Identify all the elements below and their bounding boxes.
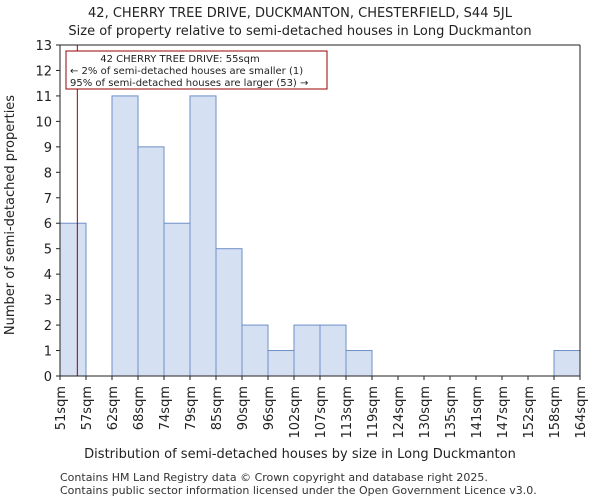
x-axis-ticks: 51sqm 57sqm 62sqm 68sqm 74sqm 79sqm 85sqm 90sqm… [54,376,589,439]
x-tick-label: 119sqm [366,386,381,439]
x-tick-label: 68sqm [132,386,147,430]
x-tick-label: 124sqm [392,386,407,439]
y-tick-label: 13 [35,39,52,54]
histogram-bar [59,222,87,377]
histogram-bar [215,248,243,377]
y-tick-label: 9 [44,141,52,156]
x-axis-label: Distribution of semi-detached houses by … [84,447,516,462]
y-tick-label: 11 [35,90,52,105]
y-tick-label: 3 [44,294,52,309]
y-tick-label: 7 [44,192,52,207]
histogram-bar [111,95,139,377]
histogram-bar [553,350,581,377]
x-tick-label: 158sqm [548,386,563,439]
x-tick-label: 141sqm [470,386,485,439]
x-tick-label: 164sqm [574,386,589,439]
y-tick-label: 2 [44,319,52,334]
x-tick-label: 147sqm [496,386,511,439]
annotation-line-2: ← 2% of semi-detached houses are smaller… [70,66,303,77]
x-tick-label: 113sqm [340,386,355,439]
y-axis-label: Number of semi-detached properties [3,95,18,335]
y-tick-label: 5 [44,243,52,258]
footer-line-1: Contains HM Land Registry data © Crown c… [60,471,488,484]
histogram-bar [163,222,191,377]
y-tick-label: 1 [44,345,52,360]
histogram-bar [267,350,295,377]
histogram-bar [241,324,269,377]
chart-title: 42, CHERRY TREE DRIVE, DUCKMANTON, CHEST… [88,6,513,21]
chart-subtitle: Size of property relative to semi-detach… [68,24,531,39]
y-tick-label: 4 [44,268,52,283]
x-tick-label: 74sqm [158,386,173,430]
annotation-line-3: 95% of semi-detached houses are larger (… [70,78,308,89]
x-tick-label: 96sqm [262,386,277,430]
y-tick-label: 8 [44,166,52,181]
y-tick-label: 0 [44,370,52,385]
histogram-bar [189,95,217,377]
x-tick-label: 62sqm [106,386,121,430]
x-tick-label: 130sqm [418,386,433,439]
x-tick-label: 152sqm [522,386,537,439]
x-tick-label: 85sqm [210,386,225,430]
histogram-bar [137,146,165,377]
x-tick-label: 102sqm [288,386,303,439]
x-tick-label: 107sqm [314,386,329,439]
histogram-bar [319,324,347,377]
x-tick-label: 135sqm [444,386,459,439]
footer-line-2: Contains public sector information licen… [60,484,537,497]
annotation-box [65,50,328,90]
histogram-bar [345,350,373,377]
annotation-line-1: 42 CHERRY TREE DRIVE: 55sqm [100,54,259,65]
histogram-bar [293,324,321,377]
y-tick-label: 10 [35,115,52,130]
x-tick-label: 57sqm [80,386,95,430]
x-tick-label: 90sqm [236,386,251,430]
bars-group [59,95,581,377]
x-tick-label: 51sqm [54,386,69,430]
y-tick-label: 6 [44,217,52,232]
x-tick-label: 79sqm [184,386,199,430]
y-tick-label: 12 [35,64,52,79]
